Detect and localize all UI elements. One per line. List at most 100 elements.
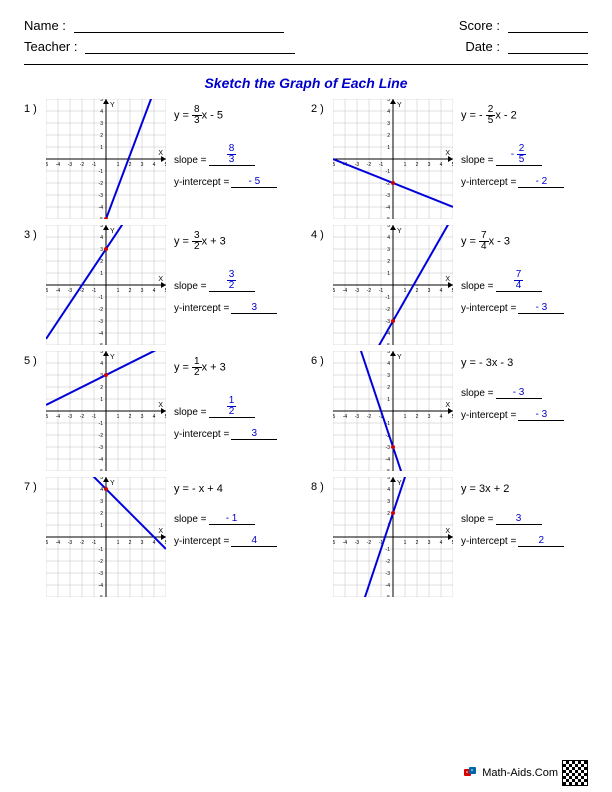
svg-text:-3: -3	[99, 445, 104, 451]
svg-text:2: 2	[100, 385, 103, 391]
svg-text:-1: -1	[92, 414, 97, 420]
yint-label: y-intercept =	[174, 303, 229, 314]
svg-text:4: 4	[387, 361, 390, 367]
header-divider	[24, 64, 588, 65]
teacher-line[interactable]	[85, 40, 295, 54]
svg-text:-5: -5	[333, 162, 335, 168]
svg-text:5: 5	[387, 99, 390, 103]
svg-text:-3: -3	[355, 414, 360, 420]
svg-text:-3: -3	[99, 319, 104, 325]
graph-chart: -5-5-4-4-3-3-2-2-1-11122334455XY	[333, 477, 453, 597]
yint-value: - 2	[518, 176, 564, 188]
svg-text:1: 1	[117, 414, 120, 420]
equation: y = 74x - 3	[461, 231, 588, 252]
svg-text:-4: -4	[99, 205, 104, 211]
svg-text:2: 2	[129, 288, 132, 294]
svg-text:4: 4	[153, 540, 156, 546]
slope-value: 12	[209, 396, 255, 418]
svg-text:Y: Y	[110, 228, 115, 235]
svg-text:-1: -1	[386, 169, 391, 175]
svg-text:2: 2	[100, 259, 103, 265]
svg-text:4: 4	[100, 487, 103, 493]
svg-text:5: 5	[387, 477, 390, 481]
svg-text:X: X	[158, 276, 163, 283]
svg-text:1: 1	[100, 145, 103, 151]
svg-text:2: 2	[387, 259, 390, 265]
svg-text:-4: -4	[386, 457, 391, 463]
problem: 4 ) -5-5-4-4-3-3-2-2-1-11122334455XY y =…	[311, 225, 588, 345]
svg-text:-5: -5	[333, 414, 335, 420]
svg-text:-4: -4	[343, 540, 348, 546]
svg-text:2: 2	[387, 385, 390, 391]
score-label: Score :	[459, 18, 500, 33]
yint-value: - 3	[518, 302, 564, 314]
svg-text:-5: -5	[99, 595, 104, 597]
svg-text:-3: -3	[355, 288, 360, 294]
svg-text:-1: -1	[92, 162, 97, 168]
problem-info: y = - x + 4 slope = - 1 y-intercept = 4	[168, 477, 301, 597]
yint-label: y-intercept =	[461, 410, 516, 421]
score-field: Score :	[459, 18, 588, 33]
slope-label: slope =	[461, 514, 494, 525]
svg-text:-3: -3	[99, 193, 104, 199]
svg-text:-2: -2	[367, 288, 372, 294]
svg-text:4: 4	[387, 487, 390, 493]
slope-label: slope =	[174, 407, 207, 418]
svg-text:4: 4	[153, 414, 156, 420]
svg-text:1: 1	[404, 288, 407, 294]
svg-text:1: 1	[387, 397, 390, 403]
problem-number: 5 )	[24, 351, 44, 471]
graph-chart: -5-5-4-4-3-3-2-2-1-11122334455XY	[333, 99, 453, 219]
yint-label: y-intercept =	[461, 536, 516, 547]
problem: 8 ) -5-5-4-4-3-3-2-2-1-11122334455XY y =…	[311, 477, 588, 597]
svg-text:X: X	[158, 528, 163, 535]
svg-text:5: 5	[452, 414, 453, 420]
svg-text:Y: Y	[397, 354, 402, 361]
problem-number: 8 )	[311, 477, 331, 597]
svg-text:1: 1	[117, 288, 120, 294]
svg-text:5: 5	[387, 351, 390, 355]
svg-text:4: 4	[100, 361, 103, 367]
svg-text:-2: -2	[367, 414, 372, 420]
svg-text:-2: -2	[80, 540, 85, 546]
yint-value: 3	[231, 428, 277, 440]
svg-text:-5: -5	[386, 595, 391, 597]
svg-text:-5: -5	[99, 217, 104, 219]
svg-text:5: 5	[452, 162, 453, 168]
svg-text:2: 2	[129, 414, 132, 420]
svg-text:-4: -4	[343, 288, 348, 294]
svg-text:2: 2	[416, 162, 419, 168]
score-line[interactable]	[508, 19, 588, 33]
svg-text:-3: -3	[386, 445, 391, 451]
equation: y = - x + 4	[174, 483, 301, 495]
svg-text:-1: -1	[386, 295, 391, 301]
footer: Math-Aids.Com	[464, 760, 588, 786]
svg-text:-3: -3	[68, 288, 73, 294]
svg-text:-5: -5	[46, 540, 48, 546]
svg-text:5: 5	[165, 162, 166, 168]
svg-text:3: 3	[428, 414, 431, 420]
yint-value: - 3	[518, 409, 564, 421]
date-line[interactable]	[508, 40, 588, 54]
svg-text:-3: -3	[355, 540, 360, 546]
svg-text:4: 4	[153, 162, 156, 168]
svg-text:-5: -5	[46, 288, 48, 294]
problems-grid: 1 ) -5-5-4-4-3-3-2-2-1-11122334455XY y =…	[24, 99, 588, 597]
problem: 6 ) -5-5-4-4-3-3-2-2-1-11122334455XY y =…	[311, 351, 588, 471]
svg-text:4: 4	[387, 235, 390, 241]
equation: y = 12x + 3	[174, 357, 301, 378]
svg-text:Y: Y	[397, 102, 402, 109]
svg-text:3: 3	[100, 499, 103, 505]
svg-text:-5: -5	[333, 540, 335, 546]
svg-text:1: 1	[404, 162, 407, 168]
svg-text:4: 4	[100, 109, 103, 115]
svg-text:2: 2	[416, 540, 419, 546]
svg-text:1: 1	[404, 540, 407, 546]
svg-text:-3: -3	[386, 193, 391, 199]
name-line[interactable]	[74, 19, 284, 33]
yint-label: y-intercept =	[174, 429, 229, 440]
problem-info: y = - 25x - 2 slope = - 25 y-intercept =…	[455, 99, 588, 219]
yint-label: y-intercept =	[461, 303, 516, 314]
problem: 1 ) -5-5-4-4-3-3-2-2-1-11122334455XY y =…	[24, 99, 301, 219]
svg-text:2: 2	[129, 162, 132, 168]
